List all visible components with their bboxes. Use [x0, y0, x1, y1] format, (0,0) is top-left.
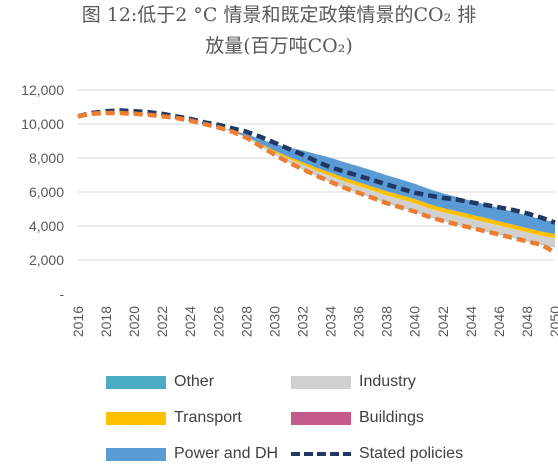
chart-title: 图 12:低于2 °C 情景和既定政策情景的CO₂ 排 放量(百万吨CO₂)	[0, 0, 558, 62]
x-axis-ticks: 2016 2018 2020 2022 2024 2026 2028 2030 2032 2034…	[70, 306, 558, 337]
x-tick-label: 2032	[294, 306, 310, 337]
legend-swatch-buildings	[291, 411, 351, 425]
chart-title-line-2: 放量(百万吨CO₂)	[205, 35, 353, 57]
legend-swatch-stated-policies	[291, 452, 351, 456]
legend-item-other: Other	[106, 371, 214, 393]
legend-swatch-power-and-dh	[106, 447, 166, 461]
x-tick-label: 2044	[463, 306, 479, 337]
x-tick-label: 2016	[70, 306, 86, 337]
y-tick-label: 6,000	[29, 184, 64, 200]
x-tick-label: 2028	[238, 306, 254, 337]
x-tick-label: 2038	[379, 306, 395, 337]
y-tick-label: -	[59, 286, 64, 302]
x-tick-label: 2036	[351, 306, 367, 337]
y-tick-label: 10,000	[21, 116, 64, 132]
y-tick-label: 12,000	[21, 82, 64, 98]
legend-swatch-industry	[291, 375, 351, 389]
legend-label-stated-policies: Stated policies	[359, 445, 464, 462]
legend-label-industry: Industry	[359, 373, 416, 390]
x-tick-label: 2046	[491, 306, 507, 337]
y-tick-label: 2,000	[29, 252, 64, 268]
line-below-2-c	[77, 110, 557, 255]
area-industry	[78, 113, 555, 247]
legend-item-transport: Transport	[106, 407, 242, 429]
legend-item-industry: Industry	[291, 371, 416, 393]
chart-title-line-1: 图 12:低于2 °C 情景和既定政策情景的CO₂ 排	[81, 4, 477, 26]
line-stated-policies	[77, 108, 556, 225]
legend-item-power-and-dh: Power and DH	[106, 443, 278, 465]
x-tick-label: 2022	[154, 306, 170, 337]
legend-swatch-transport	[106, 411, 166, 425]
x-tick-label: 2042	[435, 306, 451, 337]
x-tick-label: 2048	[519, 306, 535, 337]
legend-label-transport: Transport	[174, 409, 242, 426]
x-tick-label: 2034	[323, 306, 339, 337]
area-power-and-dh	[78, 113, 555, 234]
x-tick-label: 2026	[210, 306, 226, 337]
x-tick-label: 2020	[126, 306, 142, 337]
x-tick-label: 2018	[98, 306, 114, 337]
legend-label-power-and-dh: Power and DH	[174, 445, 279, 462]
y-axis-ticks: - 2,000 4,000 6,000 8,000 10,000 12,000	[21, 82, 64, 302]
stacked-areas	[78, 113, 555, 248]
x-tick-label: 2050	[547, 306, 558, 337]
legend-item-stated-policies: Stated policies	[291, 443, 463, 465]
legend-item-buildings: Buildings	[291, 407, 424, 429]
y-tick-label: 8,000	[29, 150, 64, 166]
x-tick-label: 2024	[182, 306, 198, 337]
x-tick-label: 2030	[266, 306, 282, 337]
x-tick-label: 2040	[407, 306, 423, 337]
area-transport	[78, 113, 555, 239]
legend-label-buildings: Buildings	[359, 409, 424, 426]
y-tick-label: 4,000	[29, 218, 64, 234]
legend-label-other: Other	[174, 373, 215, 390]
series-lines	[77, 108, 557, 255]
legend-swatch-other	[106, 375, 166, 389]
